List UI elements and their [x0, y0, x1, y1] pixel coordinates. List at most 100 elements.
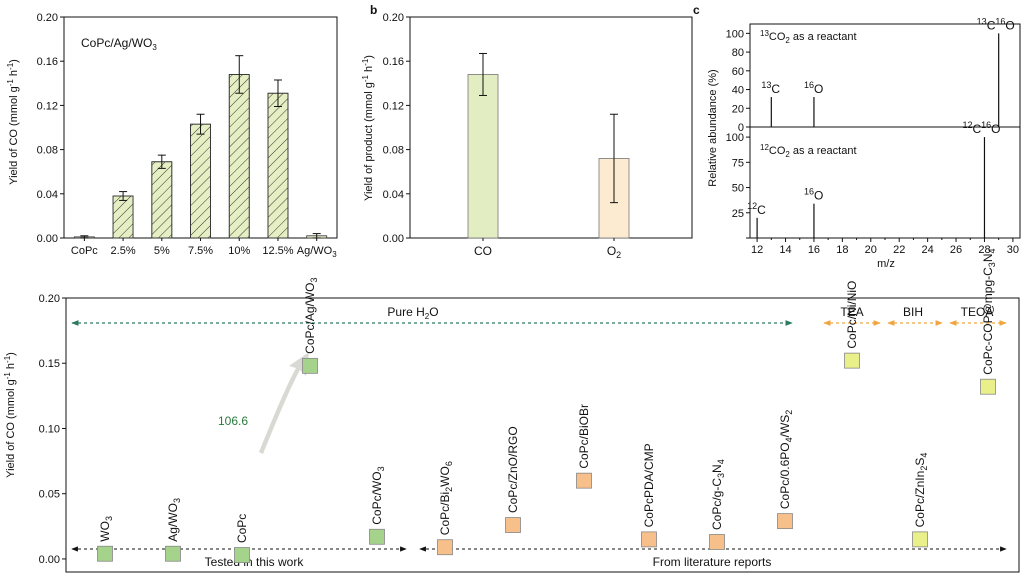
panel-c-xtick-label: 18 [836, 244, 848, 256]
region-label-bih: BIH [903, 305, 923, 319]
panel-c-xtick-label: 24 [922, 244, 934, 256]
panel-b-category-label: CO [474, 244, 492, 258]
bottom-point-label: CoPc/Ag/WO3 [303, 277, 319, 353]
panel-c-mass-spectra: c Relative abundance (%) m/z 13CO2 as a … [693, 3, 1021, 270]
panel-c-ytick-label: 25 [732, 208, 744, 220]
bottom-marker [844, 352, 860, 369]
panel-c-peak-label: 16O [804, 80, 823, 96]
bottom-marker [369, 528, 385, 545]
bottom-point-label: Ag/WO3 [166, 498, 182, 542]
panel-c-xlabel: m/z [877, 258, 895, 270]
panel-b-ytick-label: 0.20 [383, 12, 404, 24]
bottom-marker [912, 531, 928, 548]
panel-a-category-label: CoPc [71, 245, 98, 257]
panel-a-category-label: 12.5% [262, 245, 293, 257]
bottom-point-label: CoPc/ZnO/RGO [506, 426, 520, 513]
panel-c-xtick-label: 12 [751, 244, 763, 256]
panel-a-category-label: 10% [228, 245, 250, 257]
tested-in-this-work-label: Tested in this work [205, 555, 305, 569]
bottom-ytick-label: 0.15 [39, 358, 60, 370]
bottom-point-label: CoPc/BiOBr [577, 404, 591, 469]
bottom-marker [234, 547, 250, 563]
panel-b-ytick-label: 0.08 [383, 145, 404, 157]
bottom-marker [576, 472, 592, 489]
panel-b-frame [409, 16, 693, 239]
panel-a-bar-hatch [190, 123, 211, 239]
bottom-ytick-label: 0.10 [39, 423, 60, 435]
bottom-comparison-chart: Yield of CO (mmol g-1 h-1) Pure H2O TEA … [3, 248, 1020, 573]
panel-c-top-title: 13CO2 as a reactant [760, 29, 857, 45]
panel-a-annotation: CoPc/Ag/WO3 [81, 36, 157, 52]
bottom-point-label: CoPc/g-C3N4 [710, 459, 726, 530]
bottom-marker [302, 357, 318, 374]
panel-a-category-label: 2.5% [111, 245, 136, 257]
panel-a-ytick-label: 0.16 [37, 56, 58, 68]
panel-c-xtick-label: 28 [978, 244, 990, 256]
panel-b-ytick-label: 0.00 [383, 233, 404, 245]
panel-a-bar-chart: Yield of CO (mmol g-1 h-1) CoPc/Ag/WO3 0… [6, 12, 338, 259]
bottom-point-label: CoPcPDA/CMP [642, 443, 656, 527]
panel-c-peak-label: 12C16O [962, 120, 1000, 136]
panel-a-bar-hatch [151, 161, 173, 239]
panel-c-ytick-label: 60 [732, 66, 744, 78]
bottom-marker [97, 545, 113, 562]
panel-b-category-label: O2 [607, 244, 621, 260]
panel-a-bar-hatch [112, 195, 134, 239]
panel-b-bar [467, 74, 499, 239]
panel-a-ylabel: Yield of CO (mmol g-1 h-1) [6, 59, 20, 185]
bottom-ytick-label: 0.05 [39, 489, 60, 501]
bottom-point-label: CoPc/Ni/NiO [845, 281, 859, 349]
panel-c-xtick-label: 16 [808, 244, 820, 256]
panel-c-letter: c [693, 3, 700, 17]
panel-b-ytick-label: 0.16 [383, 56, 404, 68]
enhancement-label: 106.6 [218, 414, 248, 428]
bottom-frame [65, 297, 1020, 573]
panel-c-peak-label: 12C [747, 201, 766, 217]
bottom-ytick-label: 0.20 [39, 293, 60, 305]
bottom-marker [437, 539, 453, 556]
panel-b-ytick-label: 0.04 [383, 189, 404, 201]
panel-c-ytick-label: 0 [738, 122, 744, 134]
panel-c-ytick-label: 75 [732, 157, 744, 169]
bottom-point-label: CoPc [235, 514, 249, 543]
panel-b-letter: b [370, 3, 377, 17]
region-label-teoa: TEOA [961, 305, 994, 319]
panel-c-ytick-label: 20 [732, 103, 744, 115]
panel-a-bar-hatch [228, 74, 250, 239]
panel-c-peak-label: 13C16O [977, 16, 1015, 32]
region-label-pure-water: Pure H2O [387, 305, 438, 321]
bottom-point-label: CoPc/Bi2WO6 [438, 461, 454, 535]
bottom-marker [165, 545, 181, 562]
panel-a-ytick-label: 0.00 [37, 233, 58, 245]
bottom-point-label: CoPc-COP@mpg-C3N4 [981, 248, 997, 374]
bottom-ytick-label: 0.00 [39, 554, 60, 566]
panel-b-ylabel: Yield of product (mmol g-1 h-1) [361, 55, 375, 201]
panel-c-xtick-label: 22 [893, 244, 905, 256]
panel-c-xtick-label: 26 [950, 244, 962, 256]
bottom-marker [777, 513, 793, 530]
panel-a-category-label: 5% [154, 245, 170, 257]
panel-c-peak-label: 16O [804, 187, 823, 203]
panel-a-category-label: 7.5% [188, 245, 213, 257]
bottom-point-label: CoPc/WO3 [370, 466, 386, 524]
panel-a-ytick-label: 0.12 [37, 100, 58, 112]
bottom-marker [980, 378, 996, 395]
panel-b-bar-chart: b Yield of product (mmol g-1 h-1) 0.00 0.… [361, 3, 693, 260]
panel-c-ylabel: Relative abundance (%) [707, 69, 719, 186]
panel-c-xtick-label: 20 [865, 244, 877, 256]
panel-c-bottom-title: 12CO2 as a reactant [760, 143, 857, 159]
bottom-point-label: WO3 [98, 516, 114, 542]
bottom-marker [641, 531, 657, 548]
region-label-tea: TEA [840, 305, 863, 319]
enhancement-arrow [259, 352, 309, 454]
literature-reports-label: From literature reports [653, 555, 772, 569]
panel-c-peak-label: 13C [761, 80, 780, 96]
panel-c-ytick-label: 100 [726, 132, 744, 144]
panel-a-bar-hatch [267, 92, 289, 239]
bottom-point-label: CoPc/0.6PO4/WS2 [778, 410, 794, 509]
panel-c-xtick-label: 14 [779, 244, 791, 256]
bottom-point-label: CoPc/ZnIn2S4 [913, 453, 929, 528]
panel-c-ytick-label: 50 [732, 183, 744, 195]
bottom-marker [709, 534, 725, 550]
